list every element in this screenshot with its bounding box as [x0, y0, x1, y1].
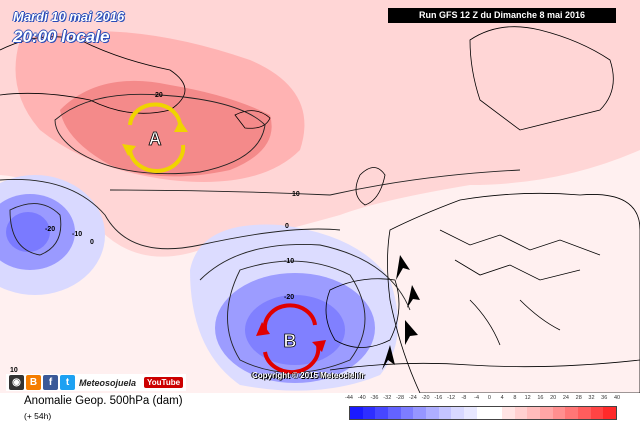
scale-labels: -44 -40 -36 -32 -28 -24 -20 -16 -12 -8 -4 0 4 8 12 16 20…	[345, 395, 621, 405]
scale-swatch	[540, 407, 553, 419]
brand-name: Meteosojuela	[79, 377, 137, 388]
scale-swatch	[590, 407, 604, 419]
social-bar: ◉ B f t Meteosojuela YouTube	[6, 374, 187, 391]
greenland-coast	[0, 36, 186, 114]
scale-label: 24	[562, 395, 569, 401]
scale-swatch	[514, 407, 528, 419]
scale-swatch	[413, 407, 427, 419]
high-pressure-core	[60, 80, 272, 177]
contour-label: 10	[292, 191, 300, 198]
color-scale: -44 -40 -36 -32 -28 -24 -20 -16 -12 -8 -4 0 4 8 12 16 20…	[345, 395, 621, 420]
facebook-icon[interactable]: f	[43, 375, 58, 390]
contour-label: 0	[90, 239, 94, 246]
youtube-icon[interactable]: YouTube	[144, 377, 184, 388]
scale-swatch	[603, 407, 617, 419]
scale-label: 32	[588, 395, 595, 401]
scale-label: -16	[434, 395, 443, 401]
scale-label: -8	[461, 395, 467, 401]
contour-label: -20	[284, 294, 294, 301]
camera-icon[interactable]: ◉	[9, 375, 24, 390]
contour-label: 10	[10, 367, 18, 374]
scale-swatch	[438, 407, 452, 419]
copyright-text: Copyright © 2015 Meteociel.fr	[252, 371, 365, 380]
scale-bar	[349, 406, 617, 420]
contour-label: -10	[284, 258, 294, 265]
scale-label: -32	[383, 395, 392, 401]
scale-swatch	[476, 407, 490, 419]
anomaly-map: 20 10 0 -10 -20 -10 -20 0 10 A B	[0, 0, 640, 393]
scale-swatch	[565, 407, 579, 419]
scale-label: -36	[370, 395, 379, 401]
scandinavia-coast	[469, 26, 614, 131]
contour-label: -10	[72, 231, 82, 238]
low-pressure-label: B	[284, 331, 297, 351]
contour-label: -20	[45, 226, 55, 233]
forecast-date: Mardi 10 mai 2016	[13, 9, 125, 24]
scale-swatch	[350, 407, 363, 419]
scale-swatch	[578, 407, 591, 419]
scale-label: 20	[550, 395, 557, 401]
scale-label: -20	[421, 395, 430, 401]
scale-swatch	[502, 407, 515, 419]
scale-label: 28	[575, 395, 582, 401]
scale-label: 40	[613, 395, 621, 401]
twitter-icon[interactable]: t	[60, 375, 75, 390]
scale-label: 4	[500, 395, 504, 401]
contour-label: 0	[285, 223, 289, 230]
africa-coast	[329, 359, 640, 371]
blogger-icon[interactable]: B	[26, 375, 41, 390]
low-pressure-symbol: B	[256, 303, 326, 375]
scale-label: 0	[487, 395, 491, 401]
britain-coast	[355, 167, 386, 206]
flow-arrows	[382, 255, 420, 370]
lead-time: (+ 54h)	[24, 411, 52, 421]
scale-label: -28	[396, 395, 405, 401]
europe-coast	[387, 192, 640, 393]
iberia-coast	[325, 278, 400, 348]
scale-swatch	[552, 407, 566, 419]
high-pressure-label: A	[149, 129, 162, 149]
forecast-time: 20:00 locale	[13, 27, 110, 46]
iceland-coast	[234, 110, 271, 129]
scale-label: 16	[537, 395, 544, 401]
scale-swatch	[388, 407, 401, 419]
product-title: Anomalie Geop. 500hPa (dam)	[24, 395, 183, 407]
scale-swatch	[400, 407, 414, 419]
contour-label: 20	[155, 92, 163, 99]
scale-swatch	[426, 407, 439, 419]
scale-swatch	[464, 407, 477, 419]
scale-label: 8	[513, 395, 517, 401]
scale-label: -12	[447, 395, 456, 401]
scale-label: -40	[357, 395, 366, 401]
scale-label: 36	[601, 395, 608, 401]
scale-label: 12	[524, 395, 531, 401]
scale-label: -44	[345, 395, 353, 401]
scale-label: -24	[408, 395, 417, 401]
scale-swatch	[527, 407, 541, 419]
scale-swatch	[489, 407, 503, 419]
high-pressure-symbol: A	[122, 102, 188, 173]
scale-label: -4	[474, 395, 480, 401]
scale-swatch	[362, 407, 376, 419]
scale-swatch	[375, 407, 389, 419]
scale-swatch	[451, 407, 465, 419]
run-info: Run GFS 12 Z du Dimanche 8 mai 2016	[388, 8, 616, 23]
